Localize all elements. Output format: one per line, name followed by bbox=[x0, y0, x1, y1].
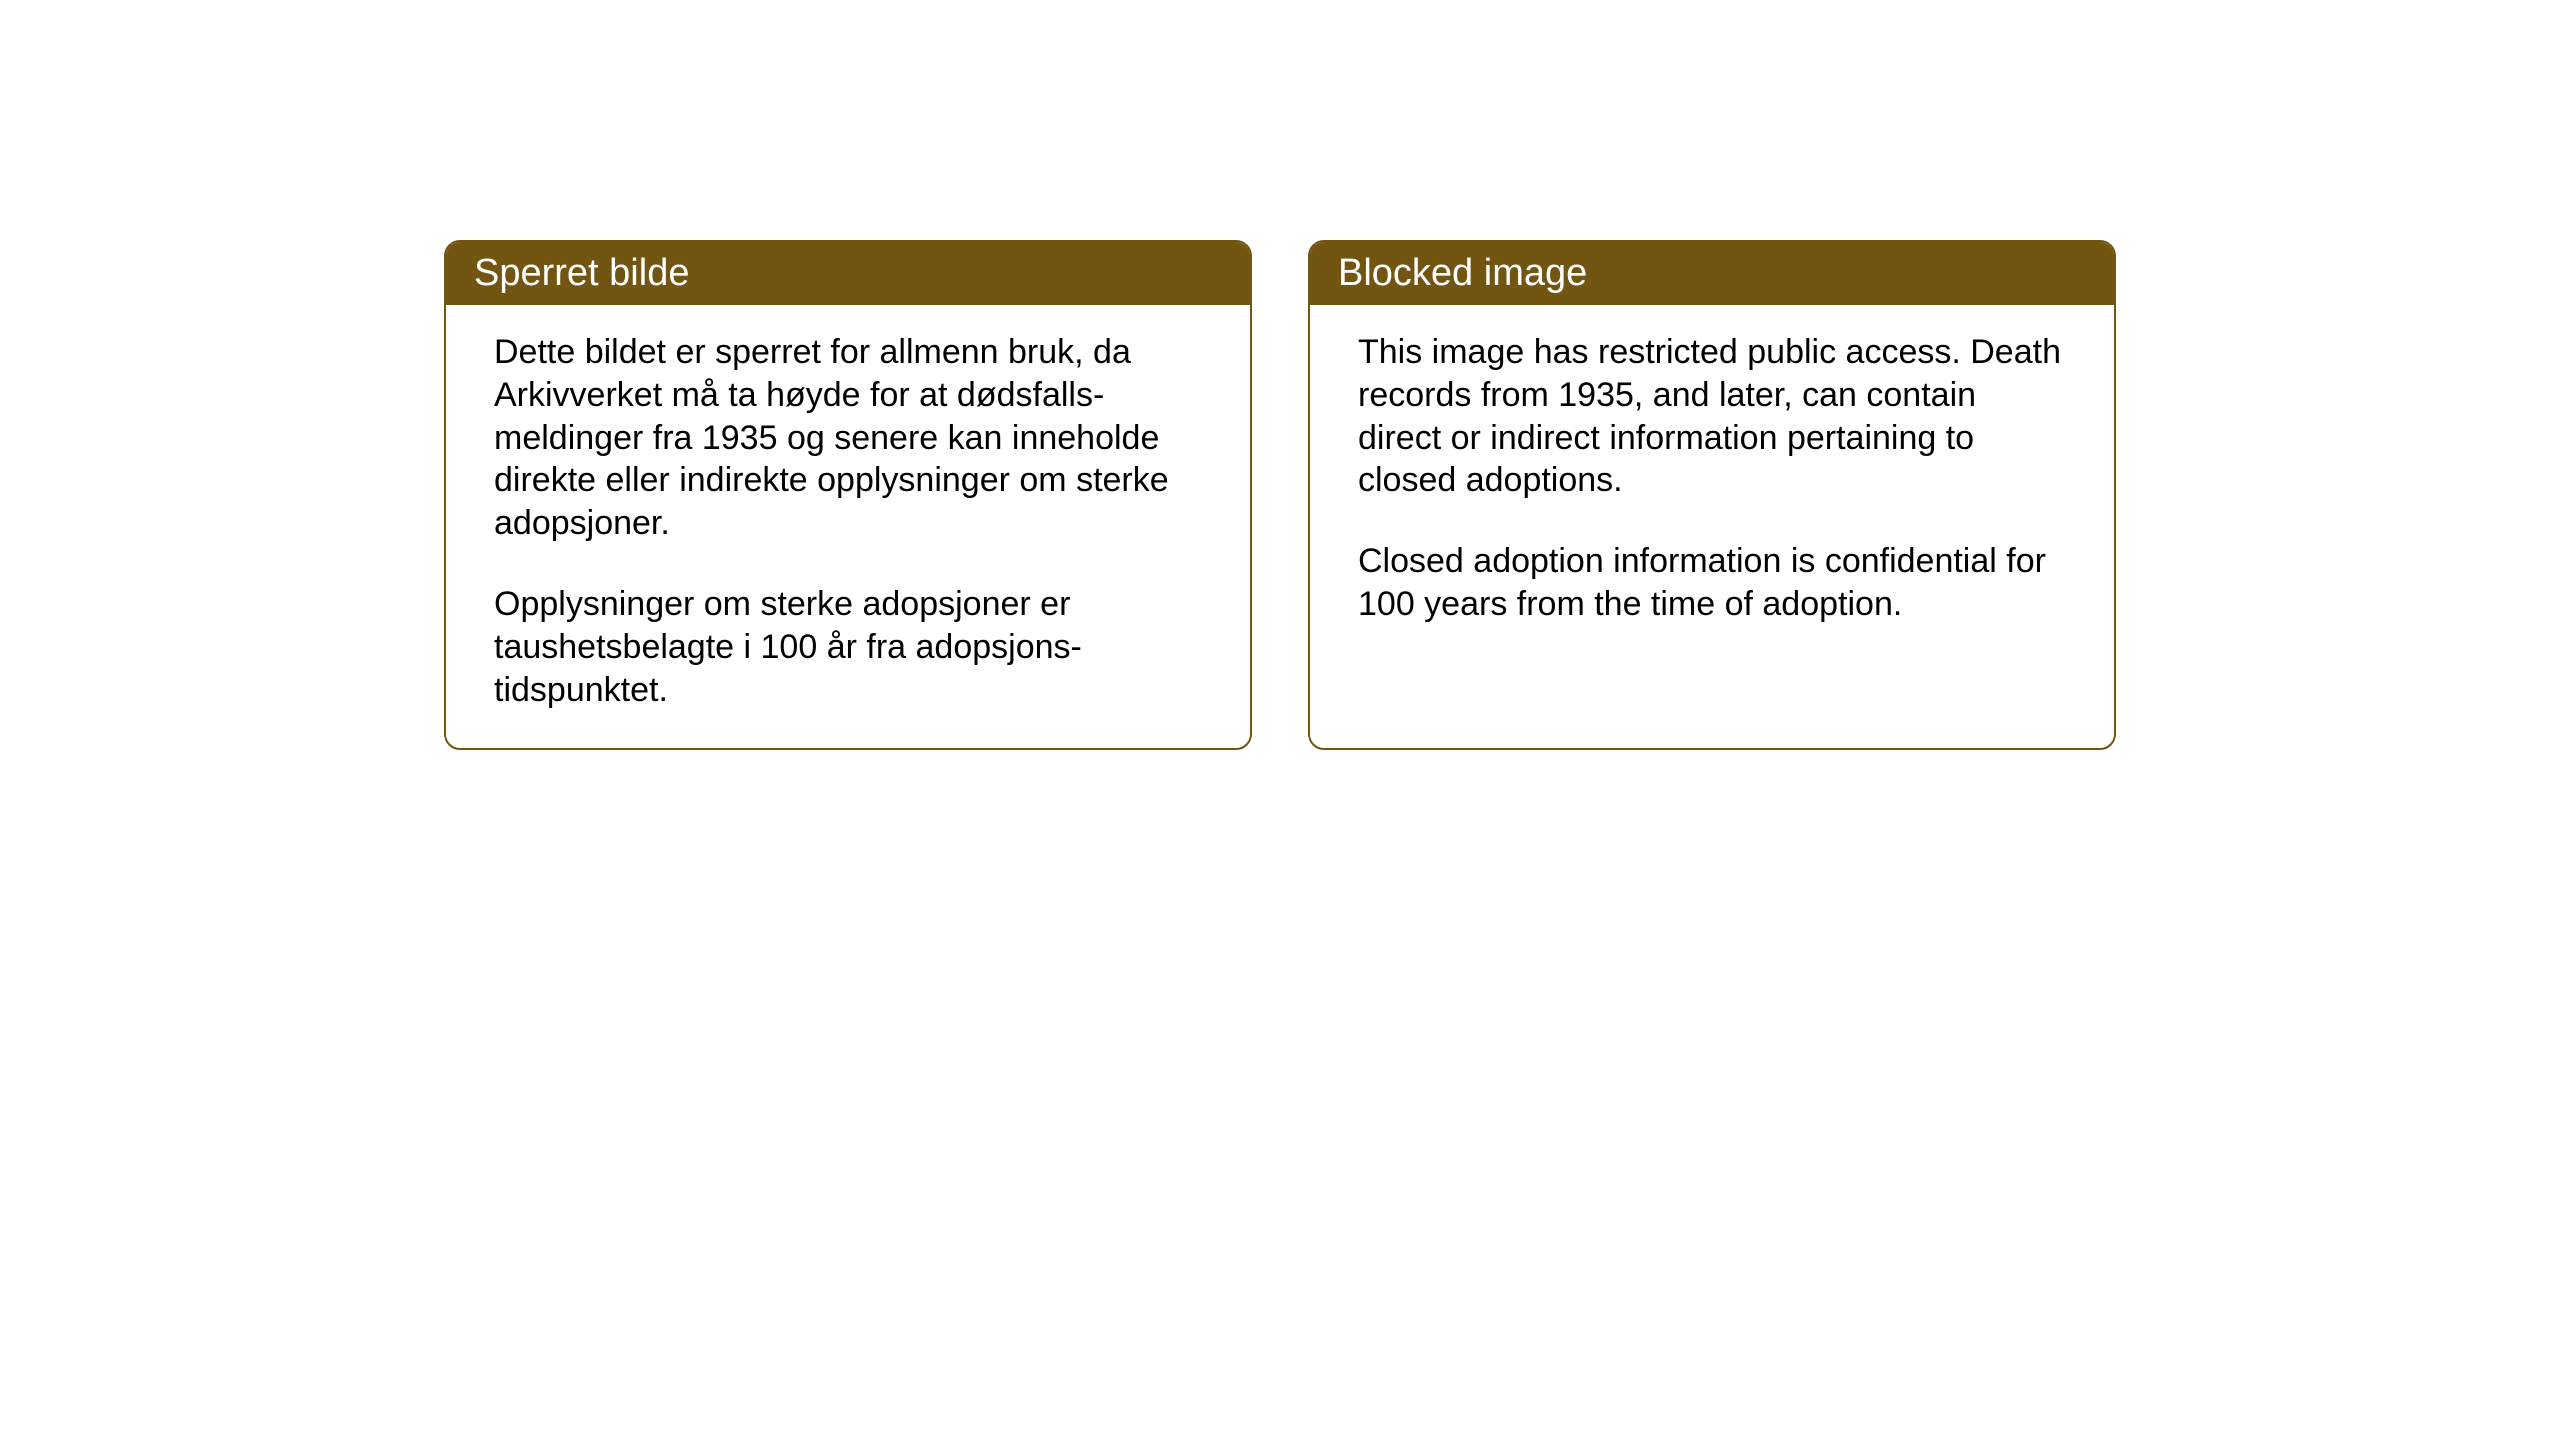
english-card: Blocked image This image has restricted … bbox=[1308, 240, 2116, 750]
english-card-title: Blocked image bbox=[1310, 242, 2114, 305]
english-paragraph-1: This image has restricted public access.… bbox=[1358, 331, 2066, 502]
norwegian-card-title: Sperret bilde bbox=[446, 242, 1250, 305]
norwegian-card: Sperret bilde Dette bildet er sperret fo… bbox=[444, 240, 1252, 750]
notice-container: Sperret bilde Dette bildet er sperret fo… bbox=[444, 240, 2116, 750]
norwegian-card-body: Dette bildet er sperret for allmenn bruk… bbox=[446, 305, 1250, 748]
english-paragraph-2: Closed adoption information is confident… bbox=[1358, 540, 2066, 626]
norwegian-paragraph-2: Opplysninger om sterke adopsjoner er tau… bbox=[494, 583, 1202, 711]
english-card-body: This image has restricted public access.… bbox=[1310, 305, 2114, 695]
norwegian-paragraph-1: Dette bildet er sperret for allmenn bruk… bbox=[494, 331, 1202, 545]
